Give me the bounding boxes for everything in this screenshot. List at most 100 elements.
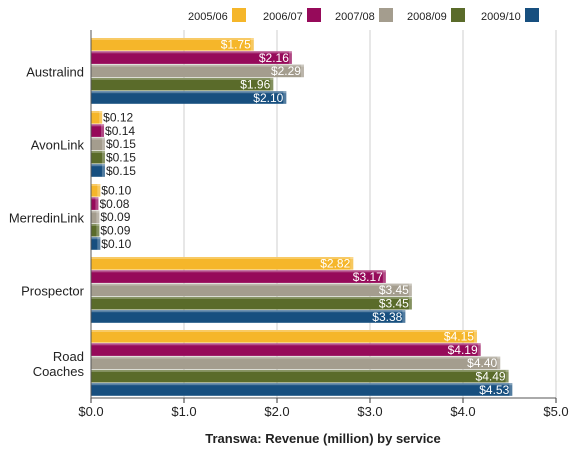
bar [91, 184, 101, 197]
bar [91, 38, 254, 51]
bar-edge [382, 270, 386, 283]
bar [91, 210, 100, 224]
bar-highlight [91, 223, 100, 226]
data-label: $2.16 [259, 51, 289, 65]
legend-swatch [232, 8, 246, 22]
legend-swatch [307, 8, 321, 22]
bar [91, 124, 105, 137]
legend-label: 2007/08 [335, 11, 375, 23]
bar [91, 64, 304, 78]
data-label: $0.09 [100, 210, 130, 224]
data-label: $2.10 [253, 91, 283, 105]
data-label: $1.96 [240, 78, 270, 92]
data-label: $0.08 [99, 197, 129, 211]
bar-highlight [91, 296, 412, 299]
bar-highlight [91, 77, 274, 80]
bar-highlight [91, 343, 481, 346]
x-tick-label: $0.0 [78, 404, 103, 419]
bar-edge [477, 343, 481, 356]
bar-edge [473, 330, 477, 343]
bar [91, 310, 406, 323]
bar-edge [97, 184, 101, 197]
bar-highlight [91, 369, 509, 372]
data-label: $0.15 [106, 151, 136, 165]
bar-edge [283, 91, 287, 104]
data-label: $3.38 [372, 310, 402, 324]
bar [91, 164, 105, 177]
bar-edge [505, 369, 509, 383]
bar-edge [408, 296, 412, 310]
bar [91, 111, 103, 124]
bar-edge [101, 150, 105, 164]
bar-highlight [91, 51, 292, 54]
bar-highlight [91, 383, 513, 386]
bars: $1.75$2.16$2.29$1.96$2.10$0.12$0.14$0.15… [91, 38, 513, 397]
bar-edge [96, 210, 100, 224]
data-label: $3.45 [379, 297, 409, 311]
legend-label: 2009/10 [481, 11, 521, 23]
bar-edge [101, 137, 105, 151]
bar [91, 296, 412, 310]
data-label: $3.17 [353, 270, 383, 284]
bar-highlight [91, 210, 100, 213]
data-label: $0.09 [100, 224, 130, 238]
bar-highlight [91, 137, 105, 140]
bar [91, 137, 105, 151]
bar-edge [350, 257, 354, 270]
bar-highlight [91, 184, 101, 186]
bar-edge [95, 197, 99, 210]
bar-edge [288, 51, 292, 64]
bar [91, 330, 477, 343]
category-label: Prospector [21, 283, 85, 298]
bar-edge [497, 356, 501, 370]
bar-highlight [91, 150, 105, 153]
data-label: $0.12 [103, 111, 133, 125]
bar-edge [509, 383, 513, 396]
bar [91, 270, 386, 283]
bar-edge [101, 124, 105, 137]
data-label: $3.45 [379, 283, 409, 297]
bar-edge [300, 64, 304, 78]
bar [91, 197, 99, 210]
bar [91, 237, 101, 250]
data-label: $4.40 [467, 356, 497, 370]
data-label: $4.19 [448, 343, 478, 357]
x-axis-label: Transwa: Revenue (million) by service [205, 431, 441, 446]
bar-highlight [91, 330, 477, 332]
bar-highlight [91, 38, 254, 40]
legend-label: 2006/07 [263, 11, 303, 23]
category-label: AvonLink [31, 137, 85, 152]
data-label: $2.29 [271, 64, 301, 78]
bar [91, 369, 509, 383]
bar-highlight [91, 91, 287, 94]
bar-highlight [91, 283, 412, 286]
legend-swatch [451, 8, 465, 22]
category-label: MerredinLink [9, 210, 85, 225]
bar [91, 343, 481, 356]
bar [91, 150, 105, 164]
bar-highlight [91, 257, 354, 259]
x-tick-label: $1.0 [171, 404, 196, 419]
x-tick-label: $5.0 [543, 404, 568, 419]
bar-highlight [91, 111, 103, 113]
bar-edge [99, 111, 103, 124]
data-label: $0.10 [101, 184, 131, 198]
bar [91, 356, 501, 370]
bar-highlight [91, 124, 105, 127]
bar-highlight [91, 310, 406, 313]
bar-edge [270, 77, 274, 91]
data-label: $0.14 [105, 124, 135, 138]
bar-edge [402, 310, 406, 323]
bar-edge [101, 164, 105, 177]
bar-highlight [91, 64, 304, 67]
data-label: $1.75 [221, 38, 251, 52]
bar-edge [96, 223, 100, 237]
category-label: Australind [26, 64, 84, 79]
category-label: Coaches [33, 364, 85, 379]
bar [91, 91, 287, 104]
bar-highlight [91, 237, 101, 240]
x-tick-label: $2.0 [264, 404, 289, 419]
bar-edge [97, 237, 101, 250]
bar-highlight [91, 356, 501, 359]
data-label: $0.15 [106, 137, 136, 151]
